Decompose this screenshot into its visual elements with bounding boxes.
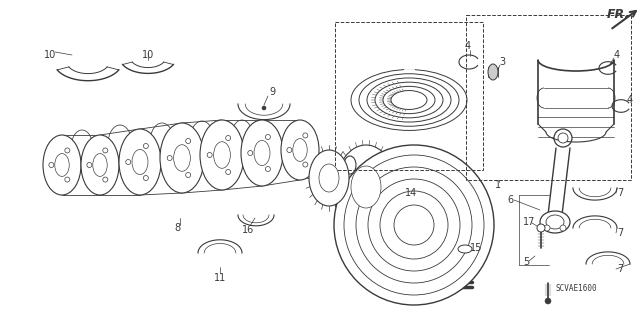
Ellipse shape: [458, 245, 472, 253]
Ellipse shape: [546, 215, 564, 229]
Ellipse shape: [394, 205, 434, 245]
Circle shape: [287, 147, 292, 152]
Circle shape: [266, 167, 270, 172]
Text: 16: 16: [242, 225, 254, 235]
Ellipse shape: [281, 120, 319, 180]
Text: 7: 7: [617, 228, 623, 238]
Ellipse shape: [71, 130, 93, 166]
Ellipse shape: [254, 140, 270, 166]
Text: 11: 11: [214, 273, 226, 283]
Text: 3: 3: [499, 57, 505, 67]
Ellipse shape: [241, 120, 283, 186]
Circle shape: [87, 162, 92, 167]
Text: 1: 1: [495, 180, 501, 190]
Ellipse shape: [540, 211, 570, 233]
Circle shape: [186, 173, 191, 177]
Text: 4: 4: [614, 50, 620, 60]
Text: 2: 2: [406, 173, 412, 183]
Circle shape: [143, 144, 148, 149]
Ellipse shape: [81, 135, 119, 195]
Ellipse shape: [190, 121, 214, 159]
Ellipse shape: [55, 154, 69, 176]
Text: 14: 14: [405, 188, 417, 198]
Circle shape: [248, 151, 253, 155]
Circle shape: [207, 152, 212, 158]
Ellipse shape: [334, 145, 494, 305]
Ellipse shape: [368, 179, 460, 271]
Text: 17: 17: [523, 217, 535, 227]
Ellipse shape: [292, 138, 307, 161]
Text: 6: 6: [507, 195, 513, 205]
Text: 12: 12: [316, 183, 328, 193]
Ellipse shape: [108, 125, 132, 163]
Ellipse shape: [351, 166, 381, 208]
Ellipse shape: [554, 129, 572, 147]
Text: 4: 4: [627, 95, 633, 105]
Circle shape: [560, 225, 566, 231]
Circle shape: [537, 224, 545, 232]
Circle shape: [125, 160, 131, 165]
Text: 13: 13: [350, 203, 362, 213]
Text: 9: 9: [269, 87, 275, 97]
Ellipse shape: [132, 150, 148, 174]
Circle shape: [143, 175, 148, 181]
Text: 10: 10: [44, 50, 56, 60]
Ellipse shape: [380, 191, 448, 259]
Ellipse shape: [43, 135, 81, 195]
Circle shape: [226, 169, 230, 174]
Circle shape: [167, 155, 172, 160]
Text: 10: 10: [142, 50, 154, 60]
Ellipse shape: [150, 123, 174, 161]
Text: SCVAE1600: SCVAE1600: [555, 284, 596, 293]
Bar: [466, 15, 631, 180]
Ellipse shape: [119, 129, 161, 195]
Ellipse shape: [488, 64, 498, 80]
Ellipse shape: [93, 154, 108, 176]
Ellipse shape: [200, 120, 244, 190]
Ellipse shape: [336, 145, 396, 229]
Circle shape: [226, 136, 230, 141]
Circle shape: [103, 148, 108, 153]
Bar: [335, 22, 483, 170]
Text: 8: 8: [174, 223, 180, 233]
Text: 15: 15: [470, 243, 482, 253]
Text: 7: 7: [617, 188, 623, 198]
Ellipse shape: [214, 142, 230, 168]
Ellipse shape: [558, 133, 568, 143]
Circle shape: [266, 135, 270, 139]
Ellipse shape: [344, 155, 484, 295]
Text: 5: 5: [523, 257, 529, 267]
Ellipse shape: [319, 164, 339, 192]
Circle shape: [65, 177, 70, 182]
Text: FR.: FR.: [607, 8, 630, 21]
Text: 7: 7: [617, 264, 623, 274]
Circle shape: [65, 148, 70, 153]
Ellipse shape: [231, 120, 253, 156]
Circle shape: [544, 225, 550, 231]
Ellipse shape: [356, 167, 472, 283]
Ellipse shape: [344, 156, 356, 174]
Circle shape: [103, 177, 108, 182]
Circle shape: [186, 138, 191, 144]
Circle shape: [303, 162, 308, 167]
Text: 4: 4: [465, 41, 471, 51]
Circle shape: [49, 162, 54, 167]
Ellipse shape: [160, 123, 204, 193]
Circle shape: [262, 106, 266, 110]
Circle shape: [303, 133, 308, 138]
Ellipse shape: [309, 150, 349, 206]
Ellipse shape: [173, 145, 190, 171]
Circle shape: [545, 298, 551, 304]
